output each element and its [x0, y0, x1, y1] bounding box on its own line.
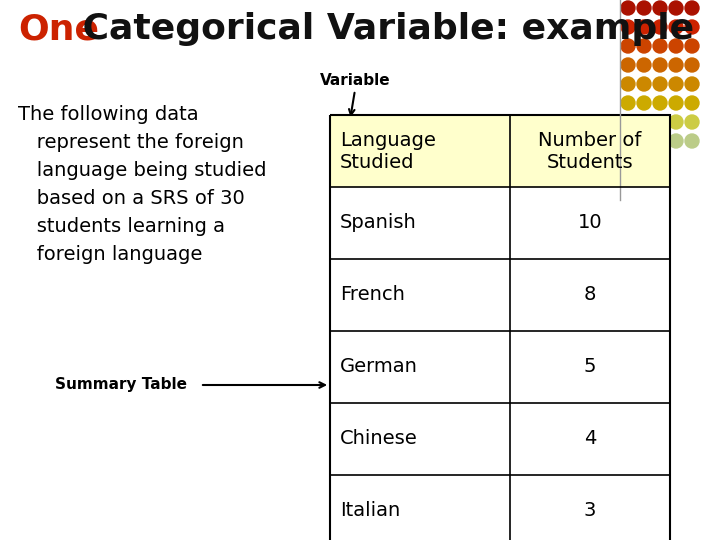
- Text: 8: 8: [584, 286, 596, 305]
- Text: One: One: [18, 12, 99, 46]
- Text: German: German: [340, 357, 418, 376]
- Text: Variable: Variable: [320, 73, 391, 88]
- Circle shape: [669, 96, 683, 110]
- Circle shape: [669, 1, 683, 15]
- Circle shape: [637, 134, 651, 148]
- Circle shape: [685, 134, 699, 148]
- Circle shape: [685, 77, 699, 91]
- Circle shape: [621, 20, 635, 34]
- Circle shape: [637, 58, 651, 72]
- Circle shape: [685, 115, 699, 129]
- Circle shape: [653, 1, 667, 15]
- Circle shape: [669, 20, 683, 34]
- Circle shape: [621, 1, 635, 15]
- Circle shape: [653, 134, 667, 148]
- Text: language being studied: language being studied: [18, 161, 266, 180]
- Text: 3: 3: [584, 502, 596, 521]
- Circle shape: [621, 96, 635, 110]
- Text: 10: 10: [577, 213, 603, 233]
- Circle shape: [653, 77, 667, 91]
- Circle shape: [653, 96, 667, 110]
- Text: Italian: Italian: [340, 502, 400, 521]
- Circle shape: [685, 39, 699, 53]
- Text: 4: 4: [584, 429, 596, 449]
- Circle shape: [653, 20, 667, 34]
- Circle shape: [653, 39, 667, 53]
- Circle shape: [685, 96, 699, 110]
- Circle shape: [653, 58, 667, 72]
- Text: Spanish: Spanish: [340, 213, 417, 233]
- Circle shape: [669, 39, 683, 53]
- Text: represent the foreign: represent the foreign: [18, 133, 244, 152]
- Text: French: French: [340, 286, 405, 305]
- Text: 5: 5: [584, 357, 596, 376]
- Circle shape: [637, 39, 651, 53]
- Text: Categorical Variable: example: Categorical Variable: example: [70, 12, 694, 46]
- Bar: [330, 115, 670, 540]
- Circle shape: [621, 77, 635, 91]
- Bar: [330, 115, 670, 187]
- Text: students learning a: students learning a: [18, 217, 225, 236]
- Circle shape: [621, 115, 635, 129]
- Circle shape: [685, 1, 699, 15]
- Circle shape: [685, 20, 699, 34]
- Circle shape: [669, 77, 683, 91]
- Circle shape: [621, 58, 635, 72]
- Circle shape: [637, 20, 651, 34]
- Text: Summary Table: Summary Table: [55, 377, 187, 393]
- Circle shape: [637, 1, 651, 15]
- Circle shape: [637, 96, 651, 110]
- Circle shape: [621, 39, 635, 53]
- Text: Language
Studied: Language Studied: [340, 131, 436, 172]
- Circle shape: [669, 115, 683, 129]
- Circle shape: [621, 134, 635, 148]
- Circle shape: [669, 58, 683, 72]
- Text: Chinese: Chinese: [340, 429, 418, 449]
- Circle shape: [685, 58, 699, 72]
- Text: Number of
Students: Number of Students: [539, 131, 642, 172]
- Circle shape: [653, 115, 667, 129]
- Circle shape: [669, 134, 683, 148]
- Text: based on a SRS of 30: based on a SRS of 30: [18, 189, 245, 208]
- Text: The following data: The following data: [18, 105, 199, 124]
- Circle shape: [637, 115, 651, 129]
- Text: foreign language: foreign language: [18, 245, 202, 264]
- Circle shape: [637, 77, 651, 91]
